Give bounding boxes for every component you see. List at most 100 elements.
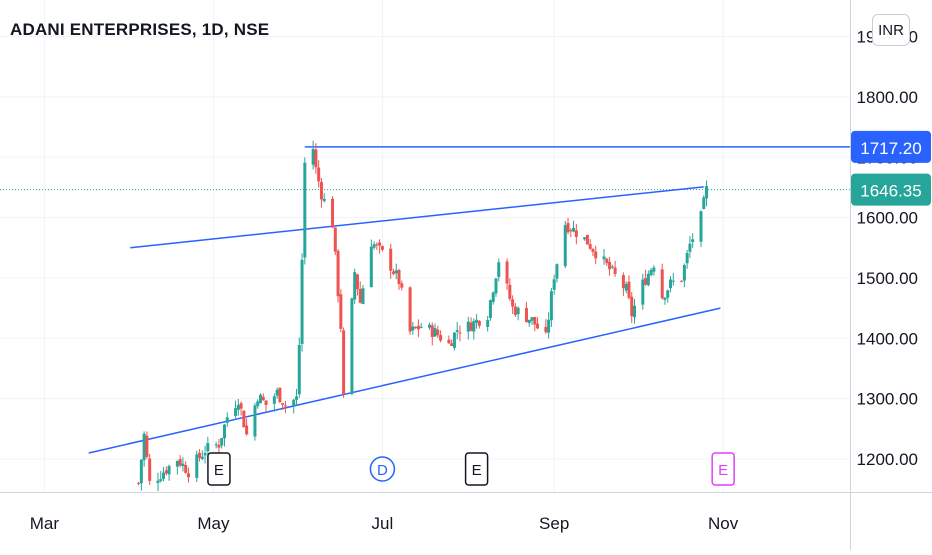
- level-price-label: 1717.20: [851, 130, 931, 163]
- candle-body: [198, 452, 202, 458]
- candle-body: [536, 323, 540, 329]
- candle-body: [281, 403, 285, 405]
- last-price-label-bg: [851, 173, 931, 206]
- earnings-marker[interactable]: E: [711, 452, 735, 486]
- candle-body: [175, 460, 179, 467]
- candle-body: [317, 167, 321, 182]
- candles: [137, 140, 709, 492]
- candle-body: [220, 437, 224, 446]
- candle-body: [167, 465, 171, 475]
- candle-body: [378, 242, 382, 246]
- candle-body: [702, 197, 706, 209]
- candle-body: [369, 246, 373, 288]
- candle-body: [466, 321, 470, 332]
- candle-body: [513, 306, 517, 316]
- y-tick-label: 1300.00: [857, 390, 918, 409]
- candle-body: [469, 322, 473, 331]
- dividend-marker-circle: [369, 456, 396, 482]
- candle-body: [162, 472, 166, 479]
- trendline[interactable]: [130, 186, 704, 249]
- candle-body: [297, 344, 301, 395]
- candle-body: [660, 269, 664, 299]
- trendline-layer[interactable]: [0, 146, 850, 454]
- earnings-marker-box: [207, 452, 231, 486]
- earnings-marker[interactable]: E: [207, 452, 231, 486]
- candle-body: [524, 308, 528, 323]
- candle-body: [375, 244, 379, 246]
- candle-body: [142, 433, 146, 461]
- candle-body: [691, 239, 695, 242]
- candle-body: [621, 275, 625, 289]
- candle-body: [300, 259, 304, 344]
- candle-body: [455, 330, 459, 332]
- candle-body: [239, 403, 243, 409]
- x-tick-label: May: [197, 514, 230, 533]
- symbol-title: ADANI ENTERPRISES, 1D, NSE: [10, 20, 270, 39]
- dividend-marker[interactable]: D: [369, 456, 396, 482]
- candle-body: [530, 317, 534, 321]
- level-price-label-bg: [851, 130, 931, 163]
- candle-body: [416, 325, 420, 330]
- candle-body: [342, 330, 346, 395]
- candle-body: [624, 284, 628, 291]
- candle-body: [400, 283, 404, 288]
- price-labels: 1717.20 1646.35: [851, 130, 931, 206]
- candle-body: [452, 332, 456, 348]
- trendline[interactable]: [88, 307, 721, 454]
- event-letter: E: [472, 462, 482, 479]
- event-letter: D: [377, 462, 388, 479]
- candle-body: [206, 443, 210, 452]
- candle-body: [494, 278, 498, 294]
- candle-body: [203, 452, 207, 456]
- x-tick-label: Sep: [539, 514, 569, 533]
- candle-body: [217, 444, 221, 448]
- candle-body: [295, 396, 299, 400]
- candle-body: [533, 316, 537, 325]
- candle-body: [253, 405, 257, 437]
- candle-body: [156, 480, 160, 484]
- grid: [0, 0, 850, 492]
- y-tick-label: 1800.00: [857, 88, 918, 107]
- candle-body: [256, 401, 260, 407]
- candle-body: [486, 320, 490, 327]
- candle-body: [491, 292, 495, 302]
- candle-body: [159, 479, 163, 481]
- candle-body: [605, 258, 609, 264]
- candle-body: [508, 284, 512, 299]
- earnings-marker[interactable]: E: [464, 452, 489, 486]
- candle-body: [511, 299, 515, 307]
- candle-body: [544, 326, 548, 333]
- candle-body: [419, 326, 423, 328]
- candle-body: [549, 291, 553, 321]
- currency-button[interactable]: INR: [872, 14, 910, 46]
- candle-body: [139, 459, 143, 484]
- candle-body: [602, 256, 606, 260]
- candle-body: [333, 227, 337, 252]
- candle-body: [574, 230, 578, 237]
- candle-body: [633, 305, 637, 318]
- candle-body: [646, 273, 650, 286]
- candle-body: [427, 324, 431, 328]
- candle-body: [610, 266, 614, 268]
- candle-body: [283, 405, 287, 407]
- candle-body: [641, 279, 645, 305]
- candle-body: [583, 237, 587, 240]
- candle-body: [630, 296, 634, 317]
- candle-body: [666, 290, 670, 298]
- candle-body: [685, 252, 689, 264]
- x-tick-label: Mar: [30, 514, 60, 533]
- candle-body: [505, 261, 509, 284]
- x-tick-label: Nov: [708, 514, 739, 533]
- candle-body: [278, 387, 282, 403]
- candle-body: [322, 198, 326, 202]
- candle-body: [178, 459, 182, 466]
- candle-body: [408, 287, 412, 332]
- candle-body: [394, 270, 398, 274]
- candle-body: [186, 473, 190, 478]
- candle-body: [314, 149, 318, 168]
- candle-body: [566, 222, 570, 233]
- candle-body: [680, 280, 684, 282]
